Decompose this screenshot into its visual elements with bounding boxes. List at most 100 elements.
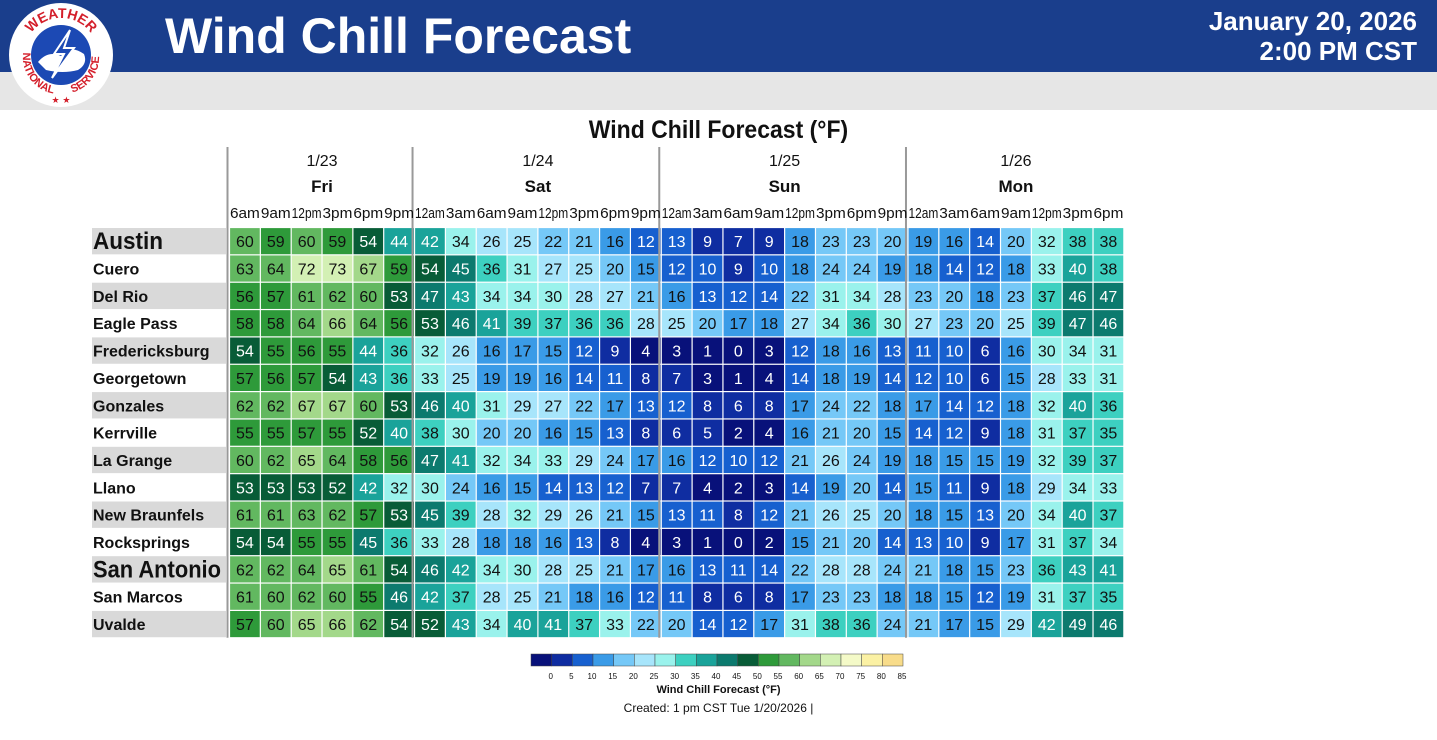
cell-value: 72 <box>298 262 316 279</box>
cell-value: 18 <box>760 316 778 333</box>
heat-cell <box>415 282 445 309</box>
heat-cell <box>569 310 599 337</box>
heat-cell <box>1093 583 1124 610</box>
cell-value: 4 <box>641 344 650 361</box>
time-label: 12pm <box>785 205 815 222</box>
cell-value: 61 <box>267 508 285 525</box>
heat-cell <box>1062 528 1093 556</box>
cell-value: 57 <box>359 508 377 525</box>
cell-value: 14 <box>884 371 902 388</box>
cell-value: 15 <box>575 426 593 443</box>
cell-value: 12 <box>945 426 963 443</box>
legend-caption: Wind Chill Forecast (°F) <box>656 684 781 696</box>
cell-value: 21 <box>915 617 933 634</box>
cell-value: 20 <box>483 426 501 443</box>
heat-cell <box>353 501 384 528</box>
cell-value: 40 <box>452 398 470 415</box>
cell-value: 19 <box>514 371 532 388</box>
cell-value: 36 <box>1100 398 1118 415</box>
cell-value: 38 <box>421 426 439 443</box>
heat-cell <box>322 583 353 610</box>
cell-value: 57 <box>298 371 316 388</box>
heat-cell <box>970 611 1000 638</box>
heat-cell <box>476 583 507 610</box>
heat-cell <box>1001 310 1031 337</box>
heat-cell <box>415 255 445 282</box>
heat-cell <box>322 556 353 583</box>
cell-value: 65 <box>298 617 316 634</box>
cell-value: 41 <box>544 617 562 634</box>
cell-value: 67 <box>298 398 316 415</box>
heat-cell <box>600 611 630 638</box>
heat-cell <box>692 282 723 309</box>
cell-value: 24 <box>853 453 871 470</box>
cell-value: 12 <box>637 590 655 607</box>
heat-cell <box>816 474 846 501</box>
heat-cell <box>785 337 815 364</box>
cell-value: 55 <box>359 590 377 607</box>
cell-value: 47 <box>421 289 439 306</box>
heat-cell <box>230 337 260 364</box>
heat-cell <box>353 310 384 337</box>
heat-cell <box>230 255 260 282</box>
heat-cell <box>692 474 723 501</box>
cell-value: 0 <box>734 344 743 361</box>
cell-value: 24 <box>884 562 902 579</box>
cell-value: 17 <box>791 398 809 415</box>
heat-cell <box>538 556 569 583</box>
cell-value: 17 <box>606 398 624 415</box>
legend-tick-label: 65 <box>815 672 824 681</box>
time-label: 6pm <box>1094 205 1124 222</box>
heat-cell <box>877 501 908 528</box>
cell-value: 18 <box>915 262 933 279</box>
heat-cell <box>1031 501 1062 528</box>
heat-cell <box>291 364 322 391</box>
created-timestamp: Created: 1 pm CST Tue 1/20/2026 | <box>623 701 814 715</box>
cell-value: 10 <box>945 344 963 361</box>
heat-cell <box>692 255 723 282</box>
heat-cell <box>569 611 599 638</box>
heat-cell <box>846 474 877 501</box>
cell-value: 26 <box>483 234 501 251</box>
heat-cell <box>476 528 507 556</box>
cell-value: 0 <box>734 535 743 552</box>
cell-value: 53 <box>390 398 408 415</box>
cell-value: 3 <box>672 535 681 552</box>
cell-value: 15 <box>976 617 994 634</box>
cell-value: 53 <box>298 480 316 497</box>
time-label: 12am <box>908 205 938 222</box>
heat-cell <box>230 583 260 610</box>
heat-cell <box>723 583 754 610</box>
heat-cell <box>260 611 291 638</box>
cell-value: 39 <box>514 316 532 333</box>
cell-value: 53 <box>390 508 408 525</box>
heat-cell <box>291 392 322 419</box>
cell-value: 44 <box>359 344 377 361</box>
heat-cell <box>816 501 846 528</box>
heat-cell <box>785 556 815 583</box>
cell-value: 10 <box>945 371 963 388</box>
heat-cell <box>816 228 846 255</box>
cell-value: 15 <box>544 344 562 361</box>
cell-value: 18 <box>915 590 933 607</box>
heat-cell <box>1093 501 1124 528</box>
location-label: Llano <box>93 480 136 497</box>
heat-cell <box>754 474 785 501</box>
heat-cell <box>260 419 291 446</box>
cell-value: 42 <box>1038 617 1056 634</box>
heat-cell <box>661 364 692 391</box>
cell-value: 46 <box>1100 617 1118 634</box>
heat-cell <box>569 501 599 528</box>
table-row: Uvalde 57 60 65 66 62 54 52 43 34 40 41 37 33 22 20 14 12… <box>92 610 1124 638</box>
cell-value: 63 <box>236 262 254 279</box>
heat-cell <box>476 310 507 337</box>
time-label: 3am <box>446 205 476 222</box>
heat-cell <box>322 528 353 556</box>
legend-swatch <box>613 653 635 667</box>
cell-value: 42 <box>421 590 439 607</box>
cell-value: 3 <box>703 371 712 388</box>
heat-cell <box>754 364 785 391</box>
cell-value: 13 <box>699 289 717 306</box>
cell-value: 6 <box>672 426 681 443</box>
heat-cell <box>600 474 630 501</box>
